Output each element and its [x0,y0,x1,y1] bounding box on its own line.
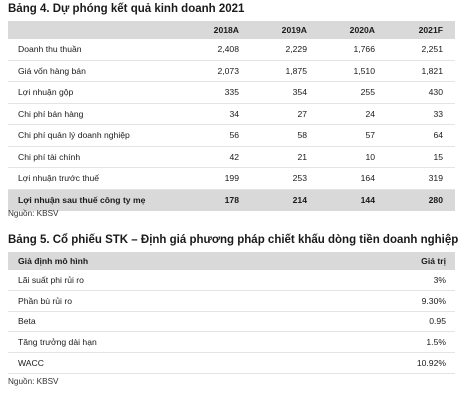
row-label: Beta [8,311,321,333]
table-4-title: Bảng 4. Dự phóng kết quả kinh doanh 2021 [8,3,245,15]
row-label: Tăng trưởng dài hạn [8,331,321,354]
header-cell-label [8,21,183,39]
header-cell-value: Giá trị [320,252,455,270]
cell-value: 430 [387,81,455,104]
valuation-table: Giả định mô hình Giá trị Lãi suất phi rủ… [8,252,455,374]
cell-value: 178 [183,189,251,211]
row-label: Chi phí tài chính [8,146,183,168]
cell-value: 164 [319,167,387,190]
table-header-row: Giả định mô hình Giá trị [8,252,455,270]
row-label: Lãi suất phi rủi ro [8,269,321,291]
cell-value: 255 [319,81,387,104]
table-5-source: Nguồn: KBSV [8,377,59,386]
row-label: Chi phí bán hàng [8,103,183,125]
cell-value: 33 [387,103,455,125]
table-row: Chi phí bán hàng 34 27 24 33 [8,103,455,125]
cell-value: 2,251 [387,38,455,61]
cell-value: 21 [251,146,319,168]
cell-value: 24 [319,103,387,125]
cell-value: 57 [319,124,387,147]
row-label: WACC [8,352,321,374]
cell-value: 10.92% [320,352,455,374]
cell-value: 9.30% [320,290,455,312]
row-label: Giá vốn hàng bán [8,60,183,82]
table-4-source: Nguồn: KBSV [8,209,59,218]
cell-value: 214 [251,189,319,211]
cell-value: 2,073 [183,60,251,82]
cell-value: 42 [183,146,251,168]
cell-value: 1,821 [387,60,455,82]
table-row: Chi phí tài chính 42 21 10 15 [8,146,455,168]
row-label: Lợi nhuận sau thuế công ty mẹ [8,189,183,211]
table-row: Giá vốn hàng bán 2,073 1,875 1,510 1,821 [8,60,455,82]
cell-value: 10 [319,146,387,168]
header-cell-2020a: 2020A [319,21,387,39]
cell-value: 2,229 [251,38,319,61]
cell-value: 1,766 [319,38,387,61]
cell-value: 319 [387,167,455,190]
cell-value: 2,408 [183,38,251,61]
cell-value: 1,510 [319,60,387,82]
table-row: Lợi nhuận gộp 335 354 255 430 [8,81,455,104]
cell-value: 0.95 [320,311,455,333]
table-row: Lợi nhuận trước thuế 199 253 164 319 [8,167,455,190]
table-row: Tăng trưởng dài hạn 1.5% [8,331,455,354]
table-row: WACC 10.92% [8,352,455,374]
cell-value: 199 [183,167,251,190]
table-header-row: 2018A 2019A 2020A 2021F [8,21,455,39]
cell-value: 27 [251,103,319,125]
cell-value: 15 [387,146,455,168]
header-cell-assumption: Giả định mô hình [8,252,321,270]
cell-value: 56 [183,124,251,147]
header-cell-2021f: 2021F [387,21,455,39]
cell-value: 354 [251,81,319,104]
table-row: Phần bù rủi ro 9.30% [8,290,455,312]
row-label: Doanh thu thuần [8,38,183,61]
cell-value: 34 [183,103,251,125]
row-label: Chi phí quản lý doanh nghiệp [8,124,183,147]
cell-value: 335 [183,81,251,104]
cell-value: 280 [387,189,455,211]
cell-value: 144 [319,189,387,211]
cell-value: 253 [251,167,319,190]
cell-value: 64 [387,124,455,147]
table-row: Lãi suất phi rủi ro 3% [8,269,455,291]
header-cell-2018a: 2018A [183,21,251,39]
table-row: Doanh thu thuần 2,408 2,229 1,766 2,251 [8,38,455,61]
header-cell-2019a: 2019A [251,21,319,39]
cell-value: 1.5% [320,331,455,354]
table-5-title: Bảng 5. Cổ phiếu STK – Định giá phương p… [8,234,459,246]
table-row: Chi phí quản lý doanh nghiệp 56 58 57 64 [8,124,455,147]
cell-value: 1,875 [251,60,319,82]
table-row-total: Lợi nhuận sau thuế công ty mẹ 178 214 14… [8,189,455,211]
row-label: Lợi nhuận trước thuế [8,167,183,190]
cell-value: 3% [320,269,455,291]
row-label: Phần bù rủi ro [8,290,321,312]
forecast-table: 2018A 2019A 2020A 2021F Doanh thu thuần … [8,21,455,211]
row-label: Lợi nhuận gộp [8,81,183,104]
cell-value: 58 [251,124,319,147]
table-row: Beta 0.95 [8,311,455,333]
